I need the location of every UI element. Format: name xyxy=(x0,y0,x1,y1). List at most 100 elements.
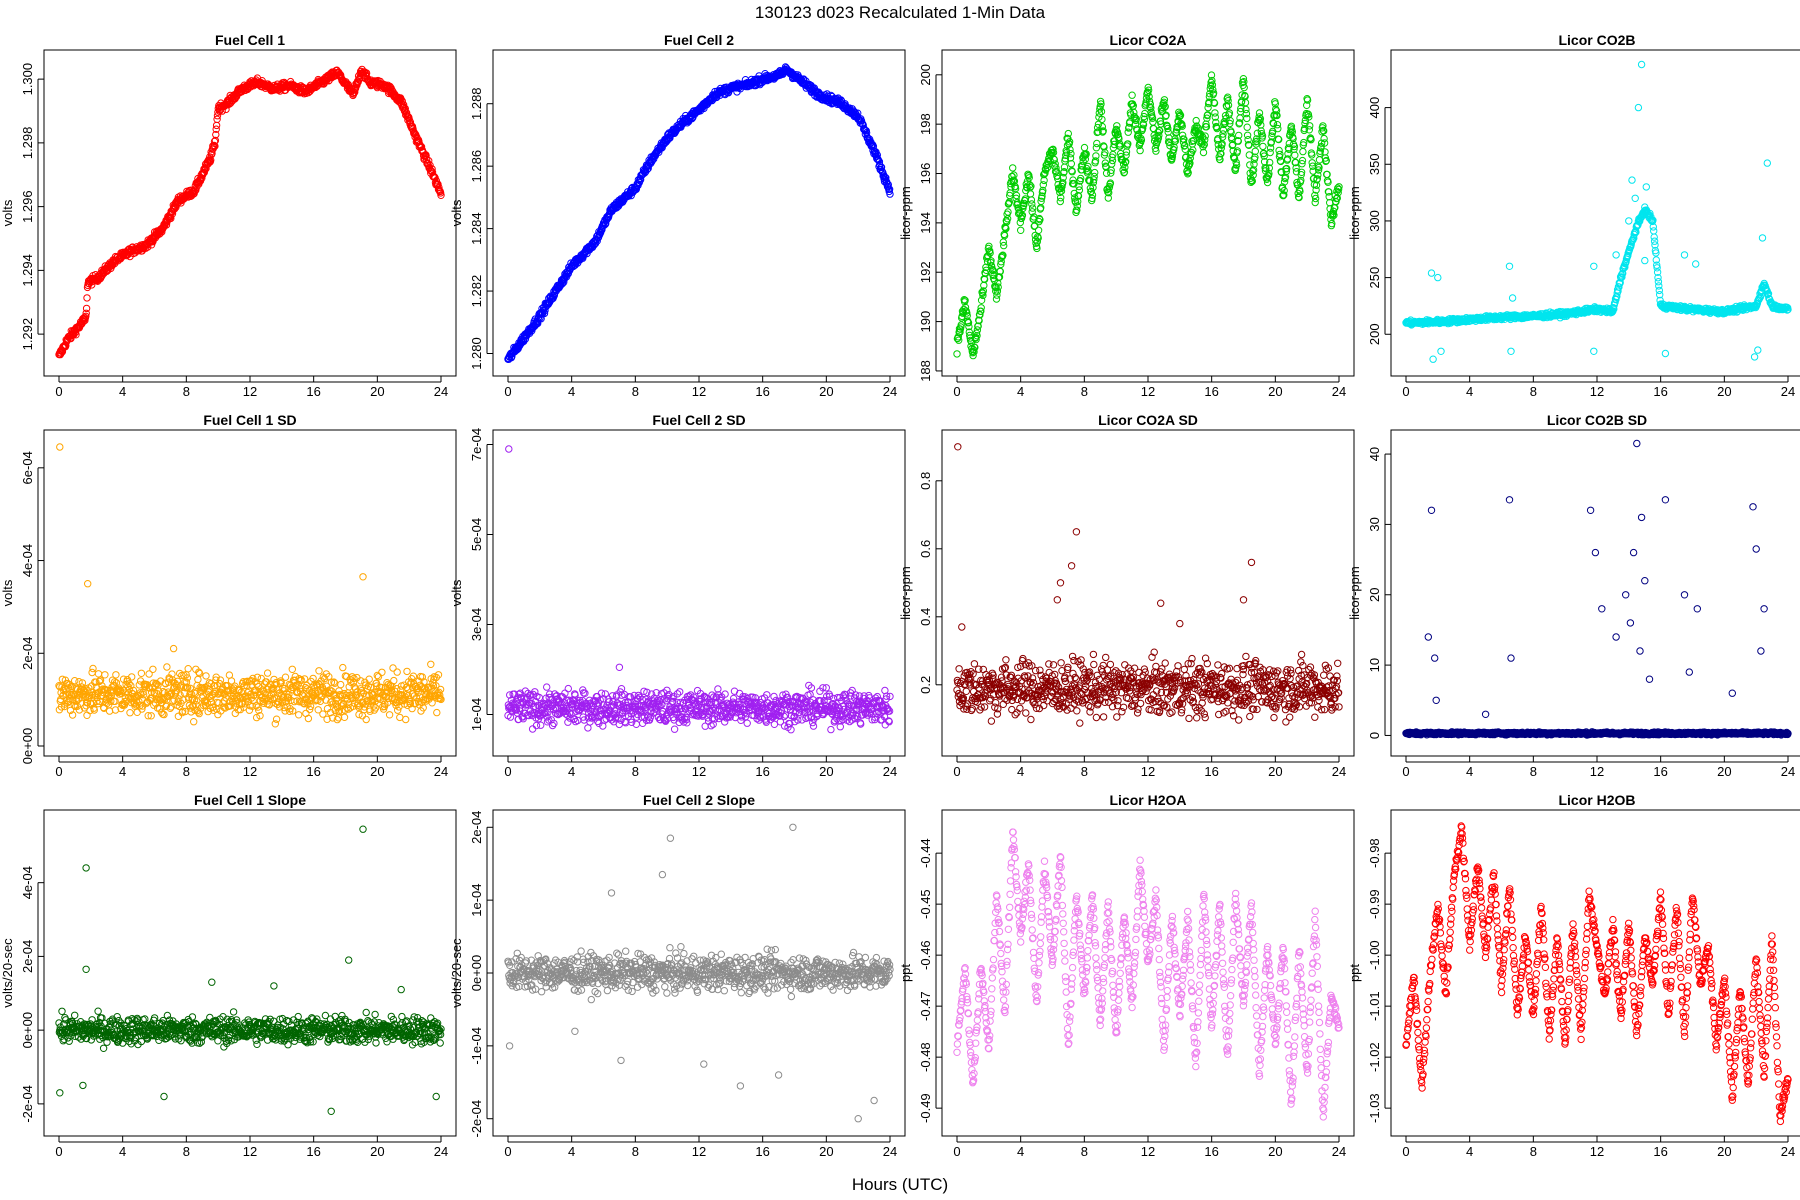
data-point-outlier xyxy=(169,644,178,653)
data-point xyxy=(1291,151,1299,159)
y-tick-label: 350 xyxy=(1367,153,1382,175)
x-tick-label: 8 xyxy=(632,764,639,779)
data-point xyxy=(339,663,347,672)
data-point xyxy=(263,669,272,677)
x-tick-label: 20 xyxy=(819,764,833,779)
plot-frame xyxy=(1390,49,1800,377)
data-point-outlier xyxy=(1507,347,1515,355)
data-point xyxy=(212,125,220,133)
x-tick-label: 4 xyxy=(568,764,575,779)
data-point xyxy=(873,151,881,159)
data-point xyxy=(371,704,380,712)
x-tick-label: 12 xyxy=(692,384,706,399)
data-point xyxy=(402,715,410,724)
data-point xyxy=(1323,170,1331,179)
x-tick-label: 8 xyxy=(632,384,639,399)
data-point xyxy=(1156,127,1164,135)
y-tick-label: 6e-04 xyxy=(20,451,35,484)
y-tick-label: 7e-04 xyxy=(469,428,484,461)
data-point xyxy=(190,718,198,726)
data-point xyxy=(82,309,90,317)
data-point xyxy=(537,721,545,729)
x-tick-label: 24 xyxy=(434,384,448,399)
data-point xyxy=(1259,142,1267,151)
x-tick-label: 4 xyxy=(1466,384,1473,399)
y-axis-label: volts xyxy=(449,199,464,226)
data-point xyxy=(213,112,222,120)
data-point xyxy=(643,165,652,174)
data-point-outlier xyxy=(1590,347,1598,355)
data-point xyxy=(288,665,296,673)
data-point xyxy=(1028,204,1037,212)
data-point xyxy=(1009,164,1017,172)
x-tick-label: 0 xyxy=(1402,384,1409,399)
data-point xyxy=(101,671,109,679)
x-tick-label: 8 xyxy=(183,764,190,779)
data-point xyxy=(208,149,216,158)
series-points xyxy=(55,443,445,728)
data-point xyxy=(584,724,592,732)
x-tick-label: 0 xyxy=(55,764,62,779)
data-point xyxy=(435,183,443,192)
figure-title: 130123 d023 Recalculated 1-Min Data xyxy=(755,3,1046,22)
data-point xyxy=(1091,168,1099,177)
data-point-outlier xyxy=(1754,346,1762,354)
series-points xyxy=(55,65,445,359)
data-point xyxy=(1274,124,1282,133)
data-point xyxy=(1241,98,1250,107)
panel-title: Fuel Cell 1 xyxy=(215,32,285,48)
data-point xyxy=(877,163,886,172)
data-point xyxy=(126,709,134,717)
data-point-outlier xyxy=(1505,262,1514,270)
data-point xyxy=(564,684,572,693)
data-point xyxy=(202,672,210,680)
series-points xyxy=(953,71,1343,360)
y-tick-label: 1.288 xyxy=(469,87,484,120)
data-point xyxy=(133,708,141,716)
data-point xyxy=(212,121,221,130)
x-tick-label: 12 xyxy=(692,764,706,779)
data-point xyxy=(1034,226,1043,235)
data-point xyxy=(427,660,435,668)
data-point xyxy=(149,665,157,673)
y-tick-label: 200 xyxy=(918,64,933,86)
data-point xyxy=(82,304,91,313)
data-point xyxy=(83,294,91,302)
data-point-outlier xyxy=(359,573,367,581)
series-points xyxy=(1402,60,1792,363)
y-tick-label: 196 xyxy=(918,163,933,185)
data-point xyxy=(94,670,103,678)
data-point xyxy=(543,683,551,691)
series-points xyxy=(504,445,894,734)
data-point xyxy=(432,177,440,185)
y-tick-label: 1.298 xyxy=(20,127,35,160)
data-point xyxy=(137,669,146,677)
data-point-outlier xyxy=(1437,347,1445,355)
data-point-outlier xyxy=(1508,294,1517,302)
x-tick-label: 4 xyxy=(119,764,126,779)
x-tick-label: 20 xyxy=(370,384,384,399)
x-tick-label: 16 xyxy=(1204,384,1218,399)
data-point xyxy=(1650,227,1658,235)
data-point-outlier xyxy=(1750,353,1759,361)
data-point xyxy=(425,157,433,165)
y-tick-label: 1.294 xyxy=(20,254,35,287)
x-tick-label: 12 xyxy=(243,764,257,779)
y-tick-label: 1.300 xyxy=(20,63,35,96)
x-tick-label: 24 xyxy=(434,764,448,779)
data-point xyxy=(272,715,281,723)
data-point-outlier xyxy=(1637,60,1646,69)
y-axis-label: licor-ppm xyxy=(898,186,913,239)
data-point xyxy=(337,680,345,689)
data-point xyxy=(80,313,89,321)
panel-title: Fuel Cell 2 SD xyxy=(652,412,745,428)
data-point xyxy=(1080,143,1089,152)
x-tick-label: 0 xyxy=(504,384,511,399)
data-point xyxy=(271,720,279,728)
data-point-outlier xyxy=(1625,217,1633,225)
